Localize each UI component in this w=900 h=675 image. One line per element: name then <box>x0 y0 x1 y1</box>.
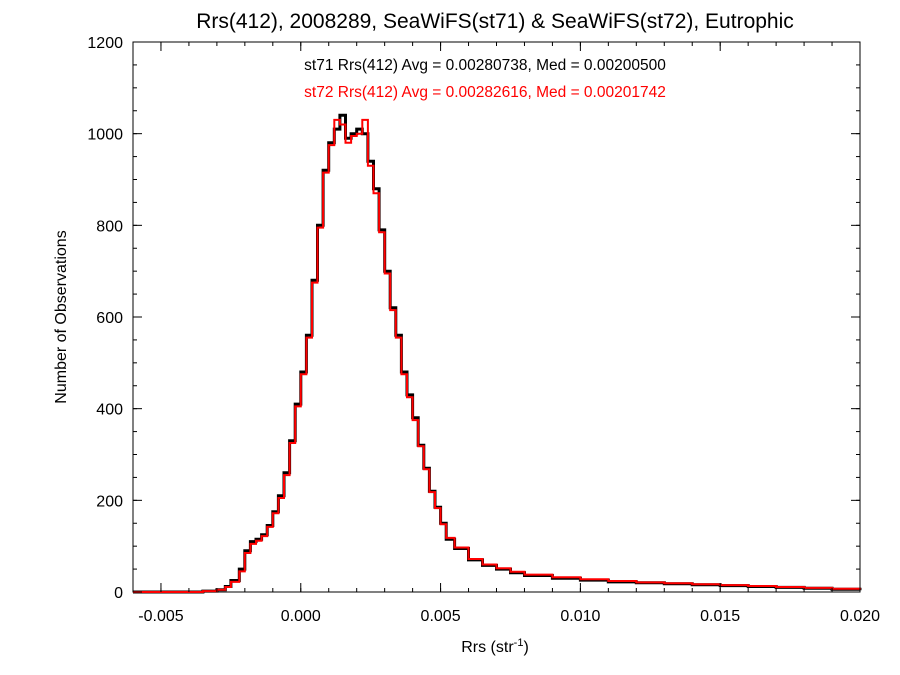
x-axis-ticks: -0.005 0.000 0.005 0.010 0.015 0.020 <box>132 42 880 625</box>
y-tick-label: 200 <box>96 493 123 510</box>
x-tick-label: -0.005 <box>138 608 183 625</box>
x-axis-label: Rrs (str-1) <box>461 637 529 656</box>
x-tick-label: 0.020 <box>840 608 880 625</box>
y-tick-label: 1200 <box>87 35 123 52</box>
x-axis-label-text: Rrs (str <box>461 639 514 656</box>
y-tick-label: 800 <box>96 218 123 235</box>
y-tick-label: 400 <box>96 402 123 419</box>
series-annotation-st71: st71 Rrs(412) Avg = 0.00280738, Med = 0.… <box>304 57 666 74</box>
y-tick-label: 600 <box>96 310 123 327</box>
series-line-st71 <box>133 113 862 594</box>
y-axis-ticks: 0 200 400 600 800 1000 1200 <box>87 35 860 602</box>
x-tick-label: 0.005 <box>421 608 461 625</box>
x-tick-label: 0.010 <box>560 608 600 625</box>
series-annotation-st72: st72 Rrs(412) Avg = 0.00282616, Med = 0.… <box>304 84 666 101</box>
plot-frame <box>132 41 861 593</box>
x-tick-label: 0.000 <box>281 608 321 625</box>
plot-border <box>132 41 861 593</box>
y-tick-label: 1000 <box>87 127 123 144</box>
series-layer <box>133 113 862 594</box>
x-axis-label-close: ) <box>523 639 528 656</box>
chart-title: Rrs(412), 2008289, SeaWiFS(st71) & SeaWi… <box>196 10 794 33</box>
x-axis-label-superscript: -1 <box>514 637 524 649</box>
y-axis-label: Number of Observations <box>53 230 70 403</box>
series-line-st72 <box>133 118 861 593</box>
x-tick-label: 0.015 <box>700 608 740 625</box>
y-tick-label: 0 <box>114 585 123 602</box>
